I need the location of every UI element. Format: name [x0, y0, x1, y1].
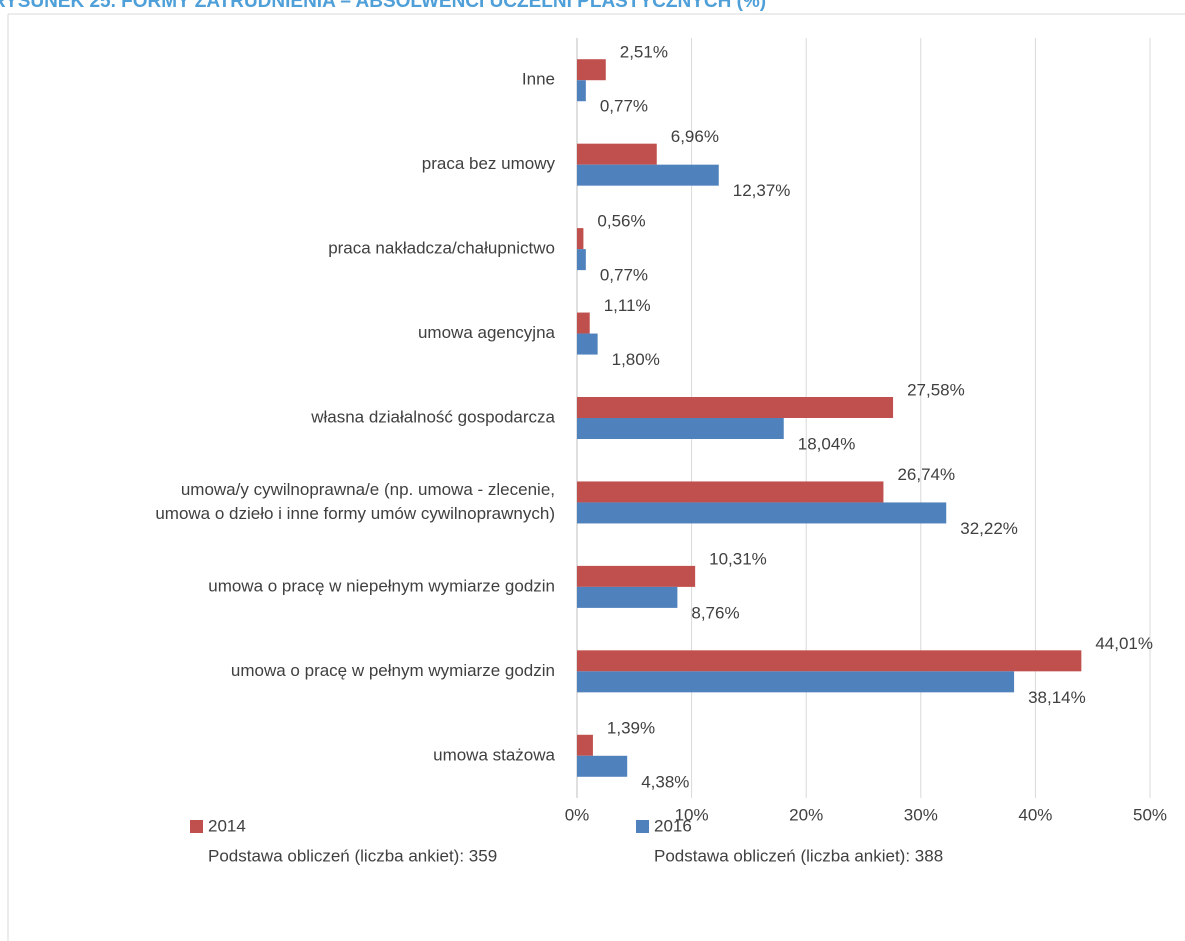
y-tick-label: umowa/y cywilnoprawna/e (np. umowa - zle… [181, 480, 555, 499]
bar [577, 586, 678, 608]
x-tick-label: 30% [904, 805, 938, 824]
data-label: 0,77% [600, 97, 648, 116]
bar [577, 565, 696, 587]
x-tick-label: 50% [1133, 805, 1167, 824]
data-label: 8,76% [691, 603, 739, 622]
bar [577, 502, 947, 524]
data-label: 18,04% [798, 434, 856, 453]
data-label: 27,58% [907, 380, 965, 399]
bar [577, 80, 586, 102]
bar [577, 418, 784, 439]
data-label: 32,22% [960, 519, 1018, 538]
bar [577, 164, 719, 186]
y-tick-label: praca nakładcza/chałupnictwo [328, 239, 555, 258]
data-label: 1,11% [604, 296, 651, 315]
legend-label: 2014 [208, 816, 246, 835]
bar [577, 734, 593, 756]
bar [577, 650, 1082, 672]
bar [577, 312, 590, 334]
chart-title: RYSUNEK 25. FORMY ZATRUDNIENIA – ABSOLWE… [0, 0, 766, 12]
bar [577, 671, 1015, 693]
data-label: 1,80% [612, 350, 660, 369]
y-tick-label: praca bez umowy [422, 154, 556, 173]
bar [577, 143, 657, 165]
bar [577, 228, 584, 250]
data-label: 10,31% [709, 549, 767, 568]
y-tick-label: umowa stażowa [433, 745, 555, 764]
x-tick-label: 20% [789, 805, 823, 824]
bar [577, 481, 884, 503]
legend-note: Podstawa obliczeń (liczba ankiet): 359 [208, 846, 497, 865]
y-tick-label: własna działalność gospodarcza [310, 407, 555, 426]
bar [577, 755, 628, 777]
data-label: 2,51% [620, 43, 668, 62]
legend-label: 2016 [654, 816, 692, 835]
data-label: 1,39% [607, 718, 655, 737]
legend-note: Podstawa obliczeń (liczba ankiet): 388 [654, 846, 943, 865]
data-label: 26,74% [897, 465, 955, 484]
data-label: 0,56% [597, 212, 645, 231]
bar [577, 397, 894, 418]
x-tick-label: 40% [1018, 805, 1052, 824]
x-tick-label: 10% [675, 805, 709, 824]
data-label: 0,77% [600, 266, 648, 285]
bar [577, 333, 598, 355]
data-label: 44,01% [1095, 634, 1153, 653]
data-label: 4,38% [641, 772, 689, 791]
data-label: 38,14% [1028, 688, 1086, 707]
y-tick-label: umowa o dzieło i inne formy umów cywilno… [155, 504, 555, 523]
data-label: 12,37% [733, 181, 791, 200]
data-label: 6,96% [671, 127, 719, 146]
y-tick-label: Inne [522, 70, 555, 89]
y-tick-label: umowa agencyjna [418, 323, 556, 342]
y-tick-label: umowa o pracę w pełnym wymiarze godzin [231, 661, 555, 680]
x-tick-label: 0% [565, 805, 590, 824]
bar [577, 249, 586, 271]
bar [577, 59, 606, 81]
legend-swatch [636, 820, 649, 833]
y-tick-label: umowa o pracę w niepełnym wymiarze godzi… [208, 576, 555, 595]
legend-swatch [190, 820, 203, 833]
